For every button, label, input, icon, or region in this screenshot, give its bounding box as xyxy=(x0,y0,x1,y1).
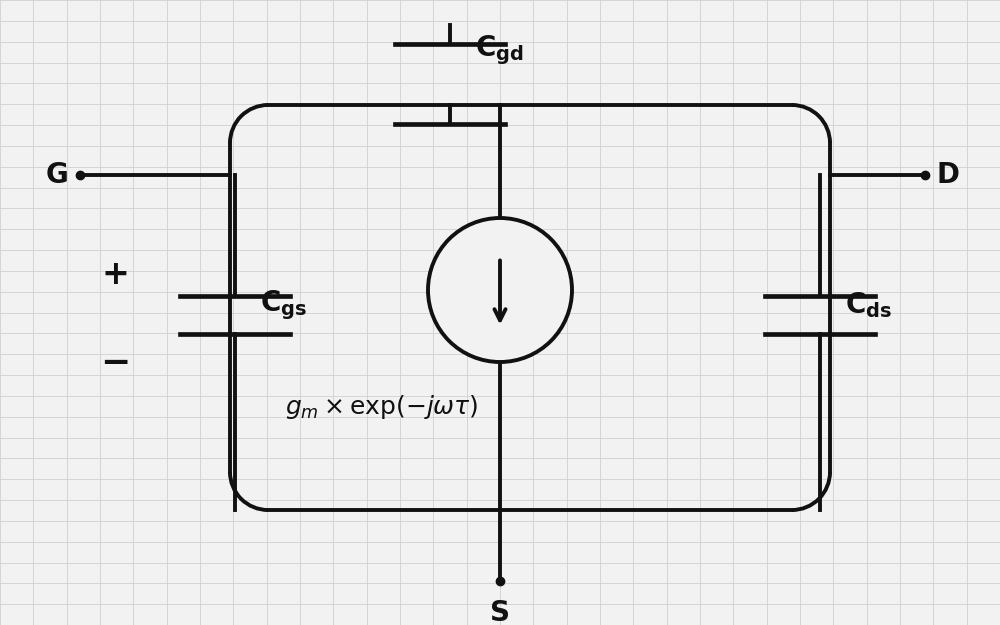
Circle shape xyxy=(428,218,572,362)
Text: $\mathbf{C_{ds}}$: $\mathbf{C_{ds}}$ xyxy=(845,290,892,320)
Text: D: D xyxy=(937,161,960,189)
Text: −: − xyxy=(100,346,130,380)
Text: +: + xyxy=(101,259,129,291)
Text: G: G xyxy=(45,161,68,189)
Text: $\mathbf{C_{gs}}$: $\mathbf{C_{gs}}$ xyxy=(260,288,307,322)
Text: $\mathbf{C_{gd}}$: $\mathbf{C_{gd}}$ xyxy=(475,33,524,67)
Text: $g_m \times \mathrm{exp}(-j\omega\tau)$: $g_m \times \mathrm{exp}(-j\omega\tau)$ xyxy=(285,393,479,421)
Text: S: S xyxy=(490,599,510,625)
